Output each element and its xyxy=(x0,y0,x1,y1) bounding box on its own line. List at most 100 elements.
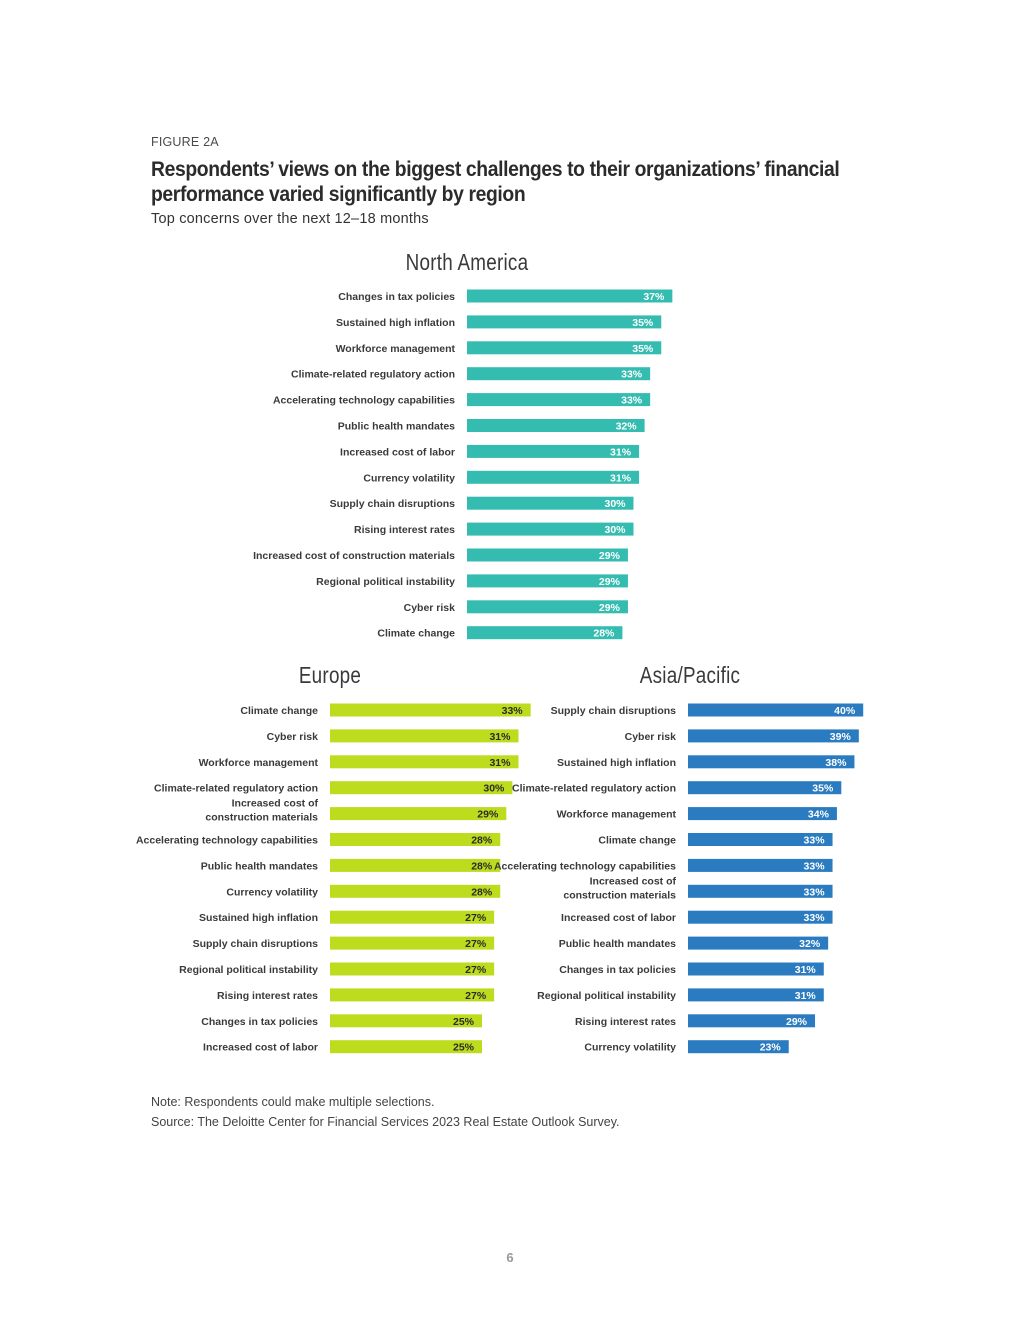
ap-category-label-workforce-management: Workforce management xyxy=(557,809,677,821)
na-value-label-climate-related-regulatory-action: 33% xyxy=(621,369,643,381)
eu-value-label-cyber-risk: 31% xyxy=(489,731,511,743)
na-value-label-climate-change: 28% xyxy=(593,628,615,640)
ap-bar-workforce-management xyxy=(688,807,837,821)
eu-category-label-supply-chain-disruptions: Supply chain disruptions xyxy=(193,938,319,950)
na-value-label-cyber-risk: 29% xyxy=(599,602,621,614)
na-category-label-regional-political-instability: Regional political instability xyxy=(316,576,455,588)
chart-north-america: Changes in tax policies 37% Sustained high… xyxy=(253,289,673,640)
na-bar-rising-interest-rates xyxy=(467,522,634,536)
na-value-label-currency-volatility: 31% xyxy=(610,472,632,484)
ap-bar-climate-change xyxy=(688,833,833,846)
eu-category-label-increased-cost-of-construction-materials: Increased cost of construction materials xyxy=(205,798,318,824)
na-category-label-changes-in-tax-policies: Changes in tax policies xyxy=(338,291,455,303)
eu-category-label-cyber-risk: Cyber risk xyxy=(267,731,319,743)
eu-bar-climate-related-regulatory-action xyxy=(330,781,513,795)
eu-value-label-regional-political-instability: 27% xyxy=(465,964,487,976)
na-category-label-rising-interest-rates: Rising interest rates xyxy=(354,524,455,536)
na-value-label-changes-in-tax-policies: 37% xyxy=(643,291,665,303)
ap-bar-climate-related-regulatory-action xyxy=(688,781,842,795)
na-category-label-accelerating-technology-capabilities: Accelerating technology capabilities xyxy=(273,395,455,407)
na-category-label-sustained-high-inflation: Sustained high inflation xyxy=(336,317,455,329)
na-category-label-climate-change: Climate change xyxy=(377,628,455,640)
na-bar-increased-cost-of-construction-materials xyxy=(467,548,628,562)
page-number: 6 xyxy=(506,1250,514,1265)
eu-category-label-climate-change: Climate change xyxy=(240,705,318,717)
na-category-label-increased-cost-of-construction-materials: Increased cost of construction materials xyxy=(253,550,455,562)
eu-value-label-changes-in-tax-policies: 25% xyxy=(453,1016,475,1028)
eu-value-label-climate-related-regulatory-action: 30% xyxy=(483,783,505,795)
ap-category-label-climate-change: Climate change xyxy=(598,835,676,847)
na-bar-changes-in-tax-policies xyxy=(467,289,673,303)
na-bar-regional-political-instability xyxy=(467,574,628,588)
eu-category-label-changes-in-tax-policies: Changes in tax policies xyxy=(201,1016,318,1028)
ap-category-label-accelerating-technology-capabilities: Accelerating technology capabilities xyxy=(494,860,676,872)
figure-subtitle: Top concerns over the next 12–18 months xyxy=(151,211,429,227)
eu-bar-rising-interest-rates xyxy=(330,988,495,1002)
eu-category-label-sustained-high-inflation: Sustained high inflation xyxy=(199,912,318,924)
chart-title-asia-pacific: Asia/Pacific xyxy=(639,662,741,688)
ap-value-label-accelerating-technology-capabilities: 33% xyxy=(804,860,826,872)
na-value-label-regional-political-instability: 29% xyxy=(599,576,621,588)
ap-bar-regional-political-instability xyxy=(688,988,824,1002)
chart-title-north-america: North America xyxy=(405,249,529,275)
eu-bar-public-health-mandates xyxy=(330,858,501,872)
ap-value-label-workforce-management: 34% xyxy=(808,809,830,821)
na-value-label-rising-interest-rates: 30% xyxy=(604,524,626,536)
na-category-label-currency-volatility: Currency volatility xyxy=(363,472,455,484)
eu-value-label-rising-interest-rates: 27% xyxy=(465,990,487,1002)
ap-bar-rising-interest-rates xyxy=(688,1014,816,1028)
ap-category-label-climate-related-regulatory-action: Climate-related regulatory action xyxy=(512,783,676,795)
eu-value-label-increased-cost-of-construction-materials: 29% xyxy=(477,809,499,821)
eu-bar-climate-change xyxy=(330,703,531,717)
ap-category-label-regional-political-instability: Regional political instability xyxy=(537,990,676,1002)
ap-category-label-supply-chain-disruptions: Supply chain disruptions xyxy=(551,705,677,717)
eu-bar-sustained-high-inflation xyxy=(330,910,495,924)
eu-value-label-climate-change: 33% xyxy=(502,705,524,717)
na-bar-climate-change xyxy=(467,626,623,640)
na-value-label-increased-cost-of-construction-materials: 29% xyxy=(599,550,621,562)
na-bar-workforce-management xyxy=(467,341,662,355)
ap-bar-changes-in-tax-policies xyxy=(688,962,824,976)
chart-asia-pacific: Supply chain disruptions 40% Cyber risk 39%… xyxy=(494,703,864,1054)
eu-category-label-regional-political-instability: Regional political instability xyxy=(179,964,318,976)
na-bar-accelerating-technology-capabilities xyxy=(467,393,651,407)
footnotes: Note: Respondents could make multiple se… xyxy=(151,1092,620,1132)
eu-category-label-accelerating-technology-capabilities: Accelerating technology capabilities xyxy=(136,835,318,847)
ap-value-label-rising-interest-rates: 29% xyxy=(786,1016,808,1028)
na-category-label-increased-cost-of-labor: Increased cost of labor xyxy=(340,446,455,458)
na-value-label-sustained-high-inflation: 35% xyxy=(632,317,654,329)
eu-value-label-workforce-management: 31% xyxy=(489,757,511,769)
ap-category-label-increased-cost-of-labor: Increased cost of labor xyxy=(561,912,676,924)
ap-value-label-increased-cost-of-labor: 33% xyxy=(804,912,826,924)
na-value-label-workforce-management: 35% xyxy=(632,343,654,355)
ap-value-label-regional-political-instability: 31% xyxy=(795,990,817,1002)
chart-europe: Climate change 33% Cyber risk 31% Workforce … xyxy=(136,703,531,1054)
ap-bar-public-health-mandates xyxy=(688,936,829,950)
eu-bar-regional-political-instability xyxy=(330,962,495,976)
ap-category-label-currency-volatility: Currency volatility xyxy=(584,1042,676,1054)
na-bar-currency-volatility xyxy=(467,470,640,484)
ap-value-label-supply-chain-disruptions: 40% xyxy=(834,705,856,717)
ap-bar-sustained-high-inflation xyxy=(688,755,855,769)
na-category-label-public-health-mandates: Public health mandates xyxy=(338,421,455,433)
eu-category-label-public-health-mandates: Public health mandates xyxy=(201,860,318,872)
eu-value-label-increased-cost-of-labor: 25% xyxy=(453,1042,475,1054)
ap-value-label-cyber-risk: 39% xyxy=(830,731,852,743)
eu-bar-accelerating-technology-capabilities xyxy=(330,833,501,846)
ap-category-label-sustained-high-inflation: Sustained high inflation xyxy=(557,757,676,769)
eu-bar-currency-volatility xyxy=(330,884,501,898)
chart-title-europe: Europe xyxy=(298,662,362,688)
eu-bar-increased-cost-of-construction-materials xyxy=(330,807,507,821)
ap-category-label-cyber-risk: Cyber risk xyxy=(625,731,677,743)
source-text: Source: The Deloitte Center for Financia… xyxy=(151,1115,620,1129)
eu-category-label-increased-cost-of-labor: Increased cost of labor xyxy=(203,1042,318,1054)
ap-value-label-increased-cost-of-construction-materials: 33% xyxy=(804,886,826,898)
ap-bar-currency-volatility xyxy=(688,1040,789,1054)
eu-bar-changes-in-tax-policies xyxy=(330,1014,482,1028)
na-value-label-supply-chain-disruptions: 30% xyxy=(604,498,626,510)
na-category-label-climate-related-regulatory-action: Climate-related regulatory action xyxy=(291,369,455,381)
figure-title-line-2: performance varied significantly by regi… xyxy=(151,183,526,206)
eu-value-label-public-health-mandates: 28% xyxy=(471,860,493,872)
eu-value-label-accelerating-technology-capabilities: 28% xyxy=(471,835,493,847)
